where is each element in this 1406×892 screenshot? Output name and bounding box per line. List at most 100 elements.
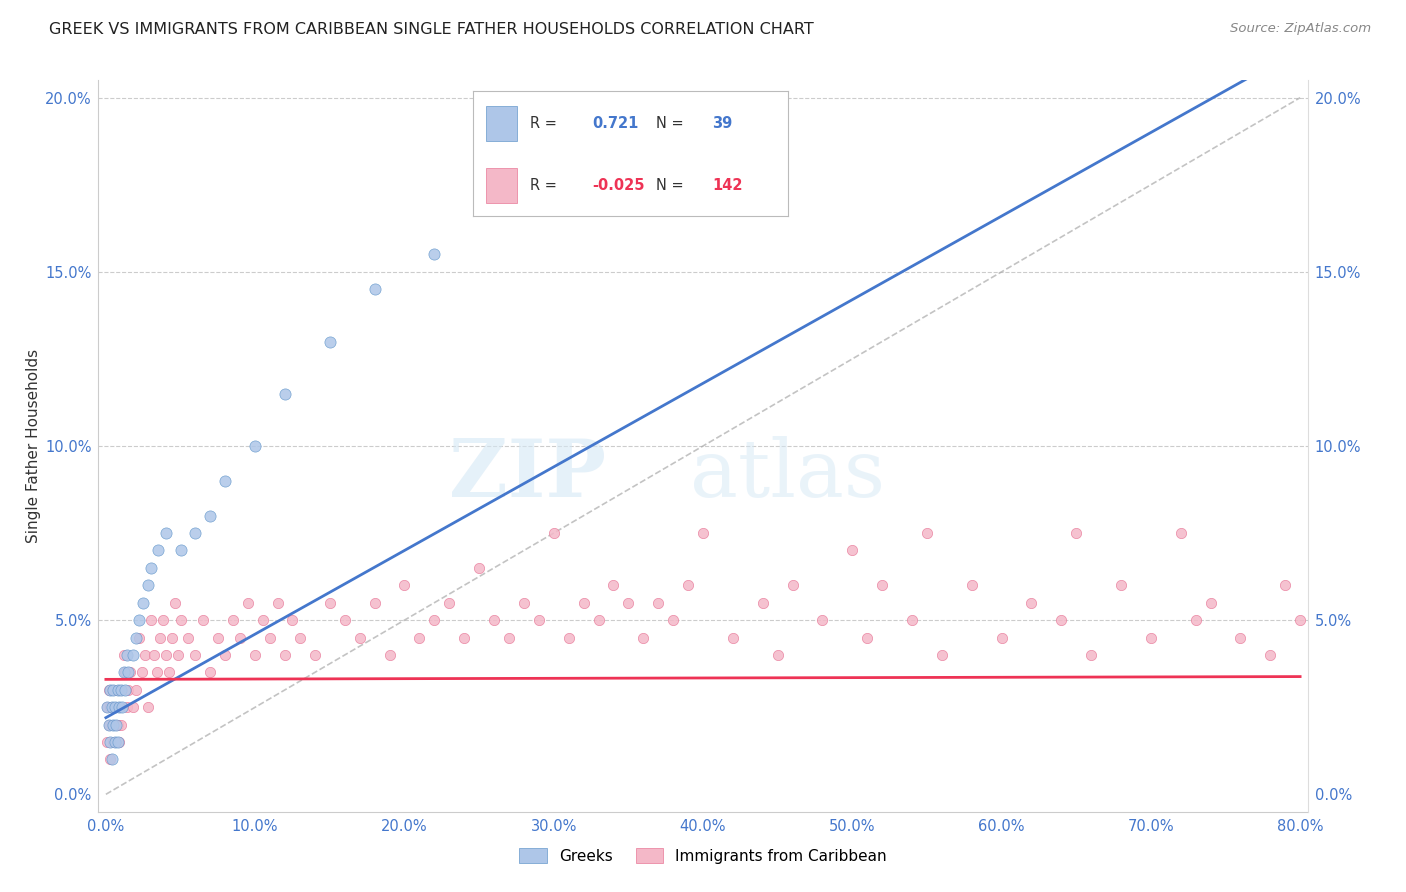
Point [1080,648,1102,662]
Point [134,648,156,662]
Point [870,578,893,592]
Point [107,682,129,697]
Point [108,735,131,749]
Point [142,648,165,662]
Point [901,613,924,627]
Point [121,700,143,714]
Point [259,631,281,645]
Point [1229,631,1251,645]
Point [617,596,640,610]
Point [394,578,416,592]
Point [222,613,245,627]
Point [191,613,214,627]
Point [103,735,125,749]
Point [155,648,177,662]
Point [136,578,159,592]
Point [363,282,385,296]
Point [557,631,579,645]
Point [588,613,610,627]
Text: ZIP: ZIP [450,436,606,515]
Point [676,578,699,592]
Point [166,648,188,662]
Point [136,700,159,714]
Point [543,526,565,541]
Point [527,613,550,627]
Point [131,665,153,680]
Point [782,578,804,592]
Point [149,631,172,645]
Point [960,578,983,592]
Point [856,631,879,645]
Point [105,717,128,731]
Point [439,596,461,610]
Point [274,648,297,662]
Point [103,700,125,714]
Point [112,648,135,662]
Point [163,596,186,610]
Point [1021,596,1043,610]
Point [647,596,669,610]
Point [184,526,207,541]
Text: Source: ZipAtlas.com: Source: ZipAtlas.com [1230,22,1371,36]
Point [110,682,132,697]
Point [145,665,167,680]
Point [281,613,304,627]
Point [378,648,401,662]
Point [602,578,624,592]
Point [266,596,288,610]
Point [214,474,236,488]
Point [252,613,274,627]
Point [101,682,124,697]
Point [1109,578,1132,592]
Point [111,700,134,714]
Point [125,682,148,697]
Point [1289,613,1312,627]
Point [97,682,120,697]
Point [103,682,125,697]
Y-axis label: Single Father Households: Single Father Households [27,349,41,543]
Point [229,631,252,645]
Point [766,648,789,662]
Point [115,648,138,662]
Point [105,700,128,714]
Point [468,561,491,575]
Point [98,752,121,766]
Point [108,700,131,714]
Point [498,631,520,645]
Point [101,700,124,714]
Point [118,665,141,680]
Point [453,631,475,645]
Point [214,648,236,662]
Point [572,596,595,610]
Point [423,247,446,261]
Point [107,717,129,731]
Point [107,682,129,697]
Point [98,735,121,749]
Point [721,631,744,645]
Point [107,735,129,749]
Point [128,631,150,645]
Point [207,631,229,645]
Point [121,648,143,662]
Point [1064,526,1087,541]
Point [103,717,125,731]
Text: GREEK VS IMMIGRANTS FROM CARIBBEAN SINGLE FATHER HOUSEHOLDS CORRELATION CHART: GREEK VS IMMIGRANTS FROM CARIBBEAN SINGL… [49,22,814,37]
Point [304,648,326,662]
Point [633,631,655,645]
Point [117,682,139,697]
Point [139,613,162,627]
Point [408,631,430,645]
Point [319,334,342,349]
Point [915,526,938,541]
Point [617,143,640,157]
Point [811,613,834,627]
Point [319,596,342,610]
Point [98,682,121,697]
Point [101,752,124,766]
Point [243,439,266,453]
Point [98,700,121,714]
Point [104,700,127,714]
Point [1199,596,1222,610]
Point [157,665,180,680]
Point [104,735,127,749]
